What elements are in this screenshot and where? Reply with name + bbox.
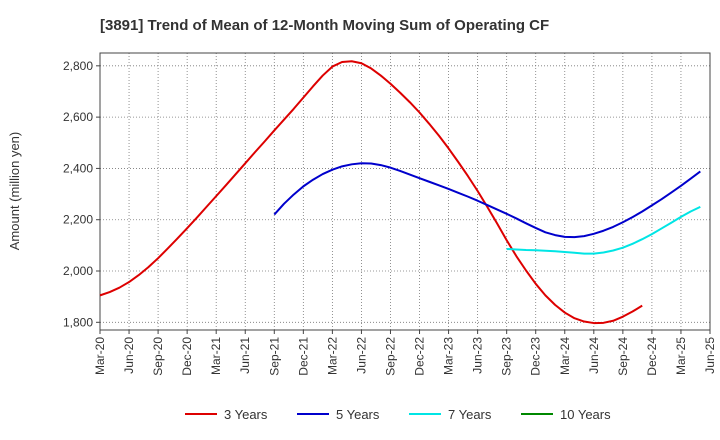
y-tick-label: 2,000 [63, 264, 93, 278]
x-tick-label: Jun-21 [238, 337, 252, 374]
x-tick-label: Dec-20 [180, 337, 194, 376]
x-tick-label: Mar-23 [442, 337, 456, 375]
x-tick-label: Jun-23 [471, 337, 485, 374]
legend-label: 3 Years [224, 407, 268, 422]
y-axis-ticks: 1,800 2,000 2,200 2,400 2,600 2,800 [63, 59, 100, 329]
x-tick-label: Mar-20 [93, 337, 107, 375]
grid [100, 53, 710, 330]
x-tick-label: Sep-24 [616, 337, 630, 376]
legend-label: 10 Years [560, 407, 611, 422]
x-tick-label: Sep-23 [500, 337, 514, 376]
y-axis-title: Amount (million yen) [7, 132, 22, 251]
series-line-5-years [273, 162, 701, 239]
x-tick-label: Jun-20 [122, 337, 136, 374]
x-tick-label: Mar-25 [674, 337, 688, 375]
legend: 3 Years 5 Years 7 Years 10 Years [185, 407, 611, 422]
x-tick-label: Mar-24 [558, 337, 572, 375]
y-tick-label: 2,600 [63, 110, 93, 124]
legend-label: 7 Years [448, 407, 492, 422]
x-tick-label: Jun-24 [587, 337, 601, 374]
x-tick-label: Dec-23 [529, 337, 543, 376]
x-tick-label: Sep-20 [151, 337, 165, 376]
y-tick-label: 1,800 [63, 315, 93, 329]
x-tick-label: Mar-21 [209, 337, 223, 375]
x-tick-label: Sep-22 [383, 337, 397, 376]
y-tick-label: 2,200 [63, 213, 93, 227]
x-tick-label: Sep-21 [267, 337, 281, 376]
x-tick-label: Dec-24 [645, 337, 659, 376]
plot-area-frame [99, 52, 711, 331]
x-tick-label: Dec-21 [296, 337, 310, 376]
legend-label: 5 Years [336, 407, 380, 422]
x-axis-ticks: Mar-20 Jun-20 Sep-20 Dec-20 Mar-21 Jun-21 Sep-… [93, 330, 717, 376]
x-tick-label: Mar-22 [325, 337, 339, 375]
y-tick-label: 2,800 [63, 59, 93, 73]
y-tick-label: 2,400 [63, 161, 93, 175]
x-tick-label: Jun-22 [354, 337, 368, 374]
x-tick-label: Jun-25 [703, 337, 717, 374]
series-line-7-years [506, 205, 701, 255]
series-lines [99, 60, 701, 325]
x-tick-label: Dec-22 [413, 337, 427, 376]
chart-title: [3891] Trend of Mean of 12-Month Moving … [100, 17, 549, 34]
series-line-3-years [99, 60, 643, 325]
